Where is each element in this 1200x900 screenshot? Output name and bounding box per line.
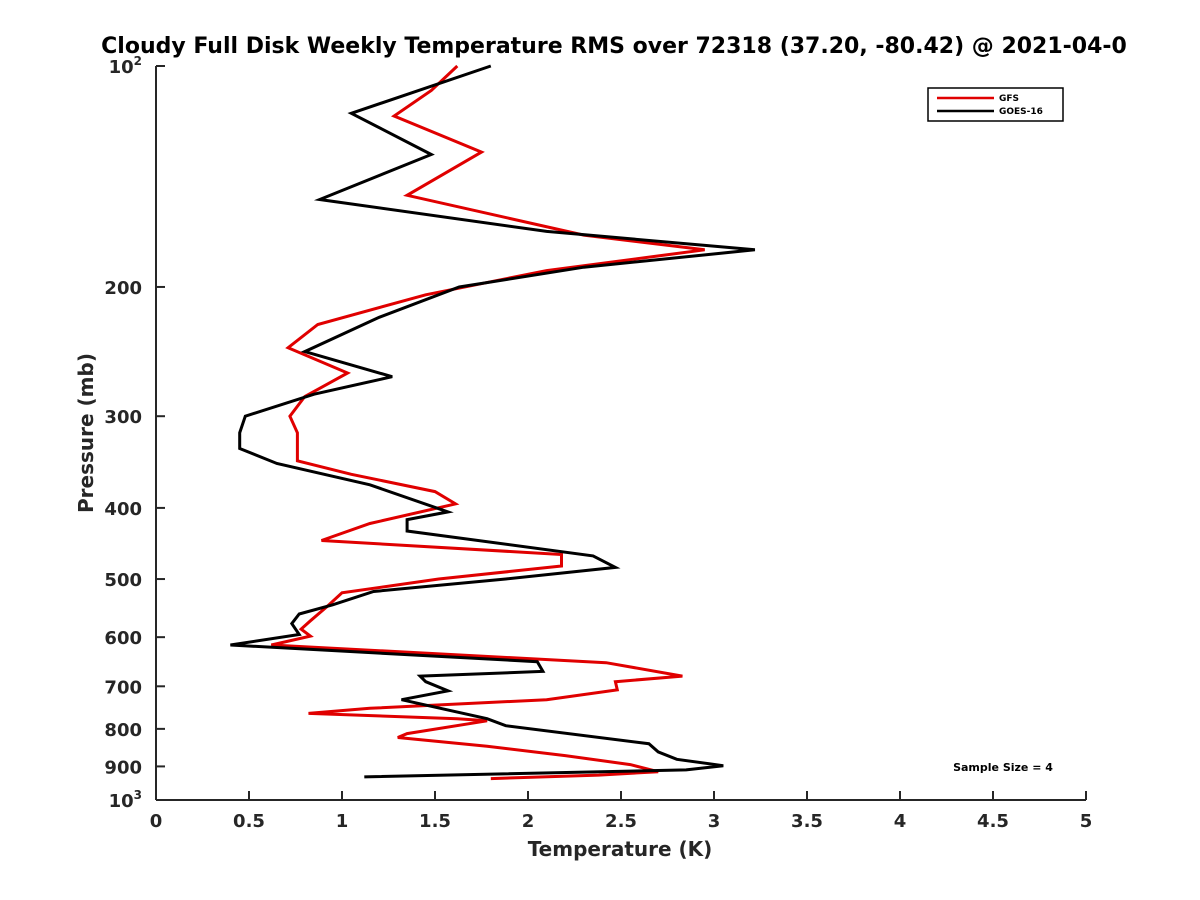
y-axis-label: Pressure (mb)	[74, 353, 98, 513]
legend-label: GOES-16	[999, 107, 1043, 117]
x-tick-label: 5	[1080, 811, 1093, 832]
y-tick-label: 200	[104, 278, 142, 299]
x-tick-label: 2.5	[605, 811, 637, 832]
y-tick-label: 900	[104, 757, 142, 778]
legend-label: GFS	[999, 94, 1019, 104]
x-tick-label: 1.5	[419, 811, 451, 832]
series-layer	[230, 64, 756, 781]
x-tick-label: 2	[522, 811, 535, 832]
x-tick-label: 3	[708, 811, 721, 832]
x-axis-label: Temperature (K)	[528, 837, 713, 861]
x-tick-label: 1	[336, 811, 349, 832]
y-tick-label: 700	[104, 677, 142, 698]
x-tick-label: 0.5	[233, 811, 265, 832]
series-line-gfs	[270, 64, 705, 781]
sample-size-annotation: Sample Size = 4	[953, 761, 1053, 774]
x-tick-label: 0	[150, 811, 163, 832]
y-tick-label: 400	[104, 499, 142, 520]
legend: GFS GOES-16	[927, 87, 1064, 122]
y-tick-label: 800	[104, 720, 142, 741]
y-tick-label: 600	[104, 628, 142, 649]
x-tick-label: 4	[894, 811, 907, 832]
y-tick-label: 103	[109, 788, 142, 812]
x-tick-label: 3.5	[791, 811, 823, 832]
axes-layer: 0 0.5 1 1.5 2 2.5 3 3.5 4 4.5 5 102 200 300 400 500 600 7…	[104, 54, 1092, 832]
series-line-goes-16	[230, 64, 756, 779]
y-tick-label: 500	[104, 570, 142, 591]
chart-title: Cloudy Full Disk Weekly Temperature RMS …	[101, 34, 1127, 59]
legend-box	[927, 87, 1064, 122]
x-tick-label: 4.5	[977, 811, 1009, 832]
y-tick-label: 300	[104, 407, 142, 428]
y-tick-label: 102	[109, 54, 142, 78]
